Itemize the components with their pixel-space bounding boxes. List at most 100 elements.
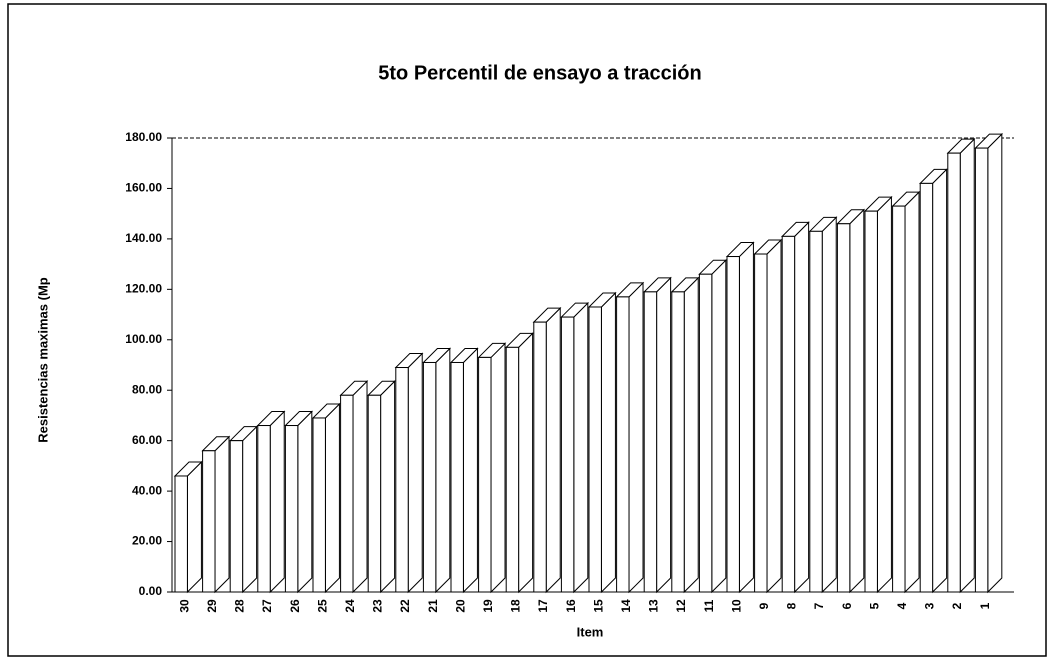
bar-side <box>849 208 865 594</box>
bar-side <box>269 410 285 594</box>
y-tick-label: 120.00 <box>125 282 162 296</box>
bar-front <box>836 223 851 593</box>
bar <box>256 410 286 594</box>
bar <box>173 460 203 594</box>
y-tick-label: 20.00 <box>132 534 162 548</box>
bar-front <box>809 230 823 593</box>
bar <box>753 238 783 594</box>
bar-front <box>919 182 934 593</box>
bar <box>891 190 921 594</box>
x-tick-label: 13 <box>647 599 661 613</box>
bar-front <box>947 152 961 593</box>
bar-front <box>781 235 796 593</box>
bar-side <box>324 402 340 594</box>
bar-side <box>628 281 644 594</box>
x-tick-label: 7 <box>812 602 826 609</box>
bar-side <box>904 190 920 594</box>
bar-side <box>242 425 258 594</box>
bar-side <box>821 216 837 594</box>
x-tick-label: 8 <box>785 602 799 609</box>
bar-front <box>726 256 740 593</box>
bar-side <box>545 306 561 594</box>
bar-side <box>518 332 534 594</box>
y-tick-label: 60.00 <box>132 433 162 447</box>
bar-front <box>698 273 713 593</box>
bar-front <box>229 440 244 593</box>
bar-side <box>186 460 202 594</box>
bar-side <box>683 276 699 594</box>
x-tick-label: 2 <box>950 602 964 609</box>
x-tick-label: 27 <box>260 599 274 613</box>
x-tick-label: 26 <box>288 599 302 613</box>
bar-front <box>560 316 575 593</box>
bar-front <box>340 394 354 593</box>
bar-side <box>214 435 230 594</box>
bar-side <box>407 352 423 594</box>
y-axis-label: Resistencias maximas (Mp <box>35 277 50 443</box>
bar <box>504 332 534 594</box>
bar <box>863 195 893 594</box>
chart-title: 5to Percentil de ensayo a tracción <box>378 62 701 84</box>
x-axis-label: Item <box>577 624 604 639</box>
bar <box>477 342 507 594</box>
bar-front <box>284 425 299 593</box>
x-tick-label: 24 <box>343 599 357 613</box>
bar <box>311 402 341 594</box>
bar-side <box>987 132 1003 594</box>
bar <box>698 258 728 594</box>
y-tick-label: 40.00 <box>132 483 162 497</box>
x-tick-label: 22 <box>398 599 412 613</box>
bar <box>615 281 645 594</box>
bar-front <box>395 367 409 593</box>
x-tick-label: 16 <box>564 599 578 613</box>
bar-front <box>616 296 630 593</box>
bar-side <box>794 221 810 594</box>
x-tick-label: 29 <box>205 599 219 613</box>
bar-front <box>864 210 878 593</box>
x-tick-label: 12 <box>674 599 688 613</box>
bar <box>725 241 755 594</box>
bar-side <box>656 276 672 594</box>
y-tick-label: 160.00 <box>125 181 162 195</box>
x-tick-label: 3 <box>923 602 937 609</box>
bar-side <box>738 241 754 594</box>
bar-side <box>380 380 396 594</box>
bar <box>449 347 479 594</box>
bar <box>918 168 948 594</box>
bar-front <box>892 205 906 593</box>
bar-front <box>174 475 188 593</box>
x-tick-label: 15 <box>591 599 605 613</box>
x-tick-label: 1 <box>978 602 992 609</box>
bar-front <box>974 147 989 593</box>
bar-side <box>959 137 975 594</box>
bar <box>587 291 617 594</box>
x-tick-label: 19 <box>481 599 495 613</box>
x-tick-label: 25 <box>315 599 329 613</box>
x-tick-label: 5 <box>867 602 881 609</box>
bar <box>228 425 258 594</box>
bar-front <box>588 306 602 593</box>
bar-front <box>754 253 768 593</box>
x-tick-label: 17 <box>536 599 550 613</box>
x-tick-label: 6 <box>840 602 854 609</box>
bar <box>560 301 590 594</box>
y-tick-label: 0.00 <box>139 584 163 598</box>
bar-front <box>257 425 271 593</box>
bar <box>836 208 866 594</box>
x-tick-label: 20 <box>453 599 467 613</box>
y-tick-label: 180.00 <box>125 130 162 144</box>
x-tick-label: 21 <box>426 599 440 613</box>
x-tick-label: 4 <box>895 602 909 609</box>
bar-front <box>671 291 685 593</box>
bar-side <box>490 342 506 594</box>
bar-front <box>643 291 658 593</box>
x-tick-label: 11 <box>702 599 716 612</box>
bar-side <box>711 258 727 594</box>
x-tick-label: 18 <box>509 599 523 613</box>
bar <box>642 276 672 594</box>
bar-side <box>297 410 313 594</box>
bar <box>808 216 838 594</box>
bar-side <box>932 168 948 594</box>
bar-front <box>478 356 492 593</box>
